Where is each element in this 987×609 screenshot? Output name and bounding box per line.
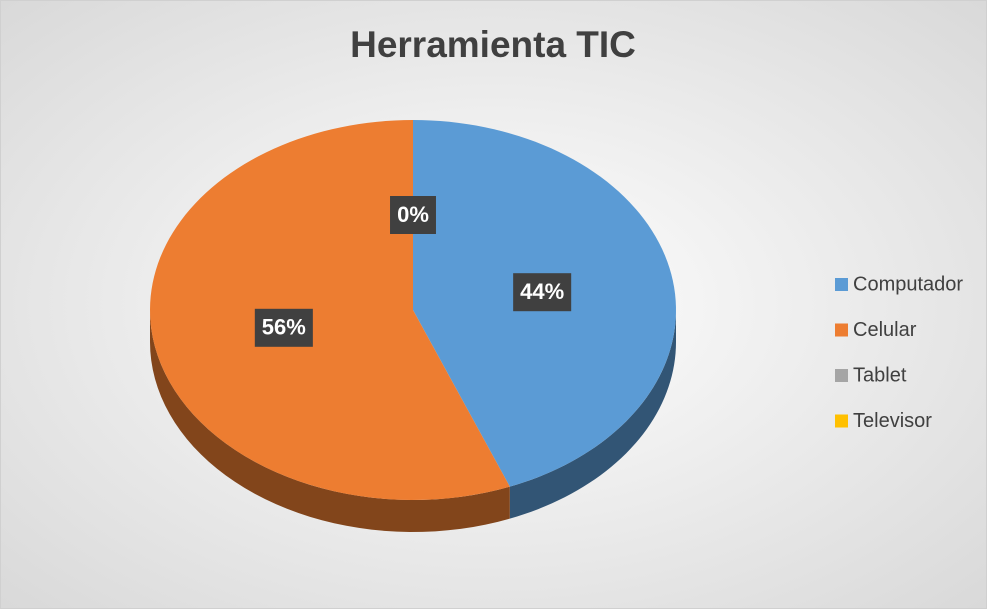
data-label: 44% [513, 273, 572, 312]
legend-swatch [835, 414, 848, 428]
data-label: 0% [390, 196, 436, 234]
chart-title: Herramienta TIC [350, 24, 636, 65]
legend-label: Computador [853, 273, 963, 295]
pie-side [509, 310, 676, 519]
data-label-text: 0% [397, 202, 429, 227]
legend-swatch [835, 323, 848, 337]
data-label-text: 44% [520, 279, 564, 304]
data-label: 56% [254, 308, 313, 347]
data-label-box [254, 308, 313, 347]
data-label-text: 56% [262, 315, 306, 340]
data-label-box [513, 273, 572, 312]
legend-label: Tablet [853, 364, 907, 386]
legend-swatch [835, 278, 848, 291]
legend-label: Celular [853, 319, 917, 341]
data-label-box [390, 196, 436, 234]
pie-slice [150, 120, 510, 500]
pie-side [150, 310, 510, 532]
legend-swatch [835, 369, 848, 382]
legend-label: Televisor [853, 410, 932, 432]
